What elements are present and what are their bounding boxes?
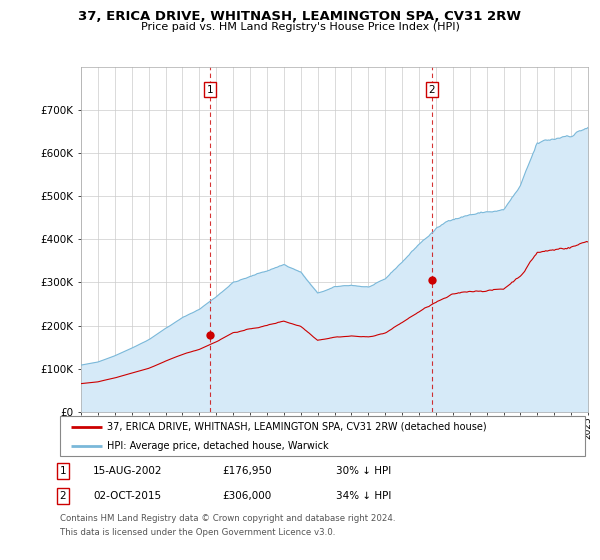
Text: 30% ↓ HPI: 30% ↓ HPI [336,466,391,476]
Text: 1: 1 [206,85,213,95]
Text: 37, ERICA DRIVE, WHITNASH, LEAMINGTON SPA, CV31 2RW: 37, ERICA DRIVE, WHITNASH, LEAMINGTON SP… [79,10,521,23]
Text: Price paid vs. HM Land Registry's House Price Index (HPI): Price paid vs. HM Land Registry's House … [140,22,460,32]
Text: £176,950: £176,950 [222,466,272,476]
Text: 15-AUG-2002: 15-AUG-2002 [93,466,163,476]
Text: 02-OCT-2015: 02-OCT-2015 [93,491,161,501]
Text: Contains HM Land Registry data © Crown copyright and database right 2024.: Contains HM Land Registry data © Crown c… [60,514,395,522]
Text: 37, ERICA DRIVE, WHITNASH, LEAMINGTON SPA, CV31 2RW (detached house): 37, ERICA DRIVE, WHITNASH, LEAMINGTON SP… [107,422,487,432]
Text: 34% ↓ HPI: 34% ↓ HPI [336,491,391,501]
Text: 2: 2 [428,85,435,95]
Text: This data is licensed under the Open Government Licence v3.0.: This data is licensed under the Open Gov… [60,528,335,536]
Text: 1: 1 [59,466,67,476]
Text: HPI: Average price, detached house, Warwick: HPI: Average price, detached house, Warw… [107,441,329,451]
Text: 2: 2 [59,491,67,501]
Text: £306,000: £306,000 [222,491,271,501]
